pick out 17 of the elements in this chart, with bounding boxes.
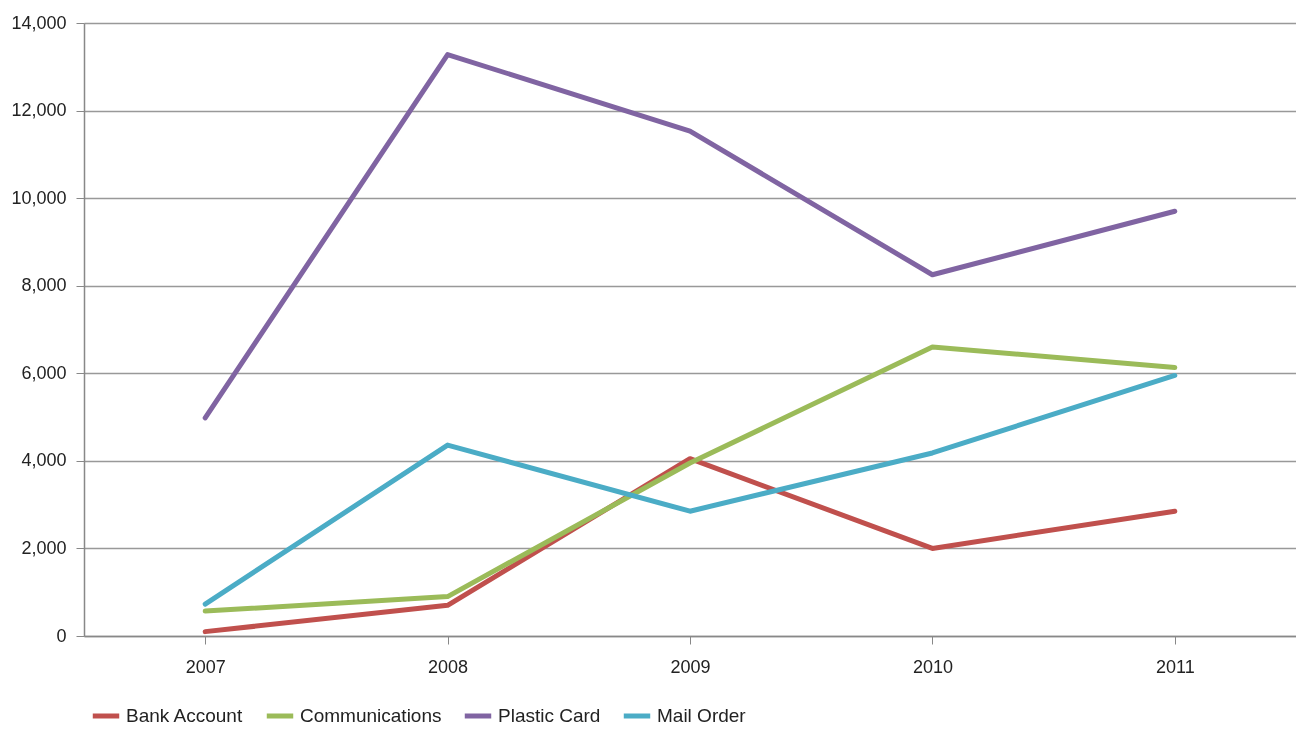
legend-label: Communications: [300, 705, 442, 726]
legend-label: Plastic Card: [498, 705, 601, 726]
y-tick-label: 10,000: [11, 187, 67, 208]
y-tick-label: 12,000: [11, 100, 67, 121]
y-tick-label: 6,000: [21, 362, 67, 383]
x-tick-label: 2009: [670, 656, 711, 677]
x-tick-label: 2010: [912, 656, 953, 677]
legend-label: Mail Order: [657, 705, 747, 726]
y-tick-label: 2,000: [21, 537, 67, 558]
y-tick-label: 0: [56, 625, 67, 646]
x-tick-label: 2008: [428, 656, 469, 677]
x-tick-label: 2007: [185, 656, 226, 677]
x-tick-label: 2011: [1155, 656, 1195, 677]
legend-label: Bank Account: [126, 705, 243, 726]
y-tick-label: 4,000: [21, 450, 67, 471]
y-tick-label: 8,000: [21, 275, 67, 296]
y-tick-label: 14,000: [11, 12, 67, 33]
